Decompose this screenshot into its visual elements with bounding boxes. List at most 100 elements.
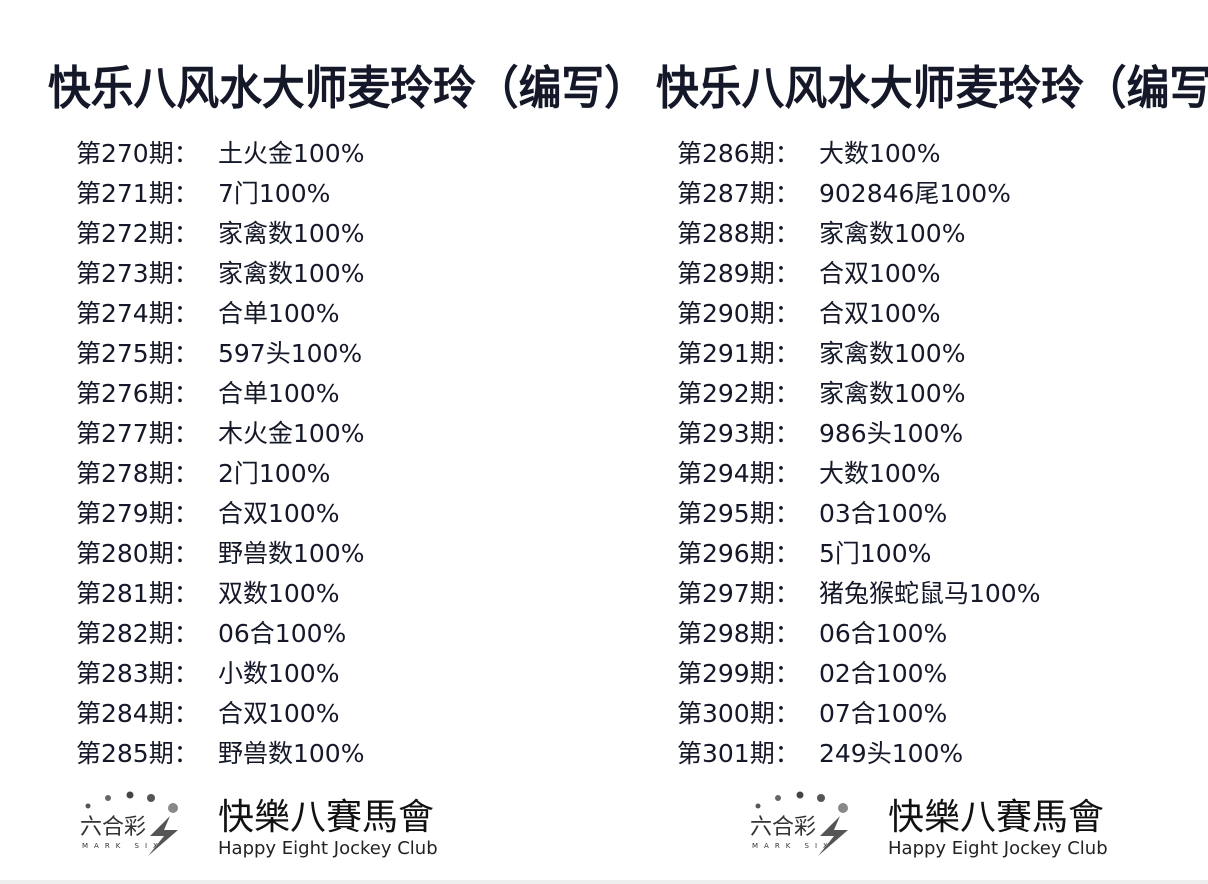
prediction-value: 小数100% xyxy=(218,659,340,688)
period-row: 第275期： 597头100% xyxy=(76,334,364,374)
prediction-value: 野兽数100% xyxy=(218,539,365,568)
prediction-value: 合双100% xyxy=(218,699,340,728)
period-label: 第273期： xyxy=(76,259,199,288)
period-label: 第278期： xyxy=(76,459,199,488)
period-row: 第299期： 02合100% xyxy=(677,654,1040,694)
period-row: 第273期： 家禽数100% xyxy=(76,254,364,294)
club-name-en: Happy Eight Jockey Club xyxy=(218,838,438,859)
period-row: 第277期： 木火金100% xyxy=(76,414,364,454)
right-column: 快乐八风水大师麦玲玲（编写） 第286期： 大数100% 第287期： 902846尾… xyxy=(604,0,1208,884)
club-logo: 六合彩 MARK SIX 快樂八賽馬會 Happy Eight Jockey C… xyxy=(748,788,1148,868)
period-row: 第279期： 合双100% xyxy=(76,494,364,534)
period-row: 第287期： 902846尾100% xyxy=(677,174,1040,214)
period-label: 第298期： xyxy=(677,619,800,648)
period-label: 第276期： xyxy=(76,379,199,408)
period-label: 第300期： xyxy=(677,699,800,728)
period-row: 第284期： 合双100% xyxy=(76,694,364,734)
prediction-value: 7门100% xyxy=(218,179,331,208)
period-row: 第292期： 家禽数100% xyxy=(677,374,1040,414)
period-label: 第272期： xyxy=(76,219,199,248)
period-row: 第271期： 7门100% xyxy=(76,174,364,214)
club-logo: 六合彩 MARK SIX 快樂八賽馬會 Happy Eight Jockey C… xyxy=(78,788,478,868)
period-row: 第281期： 双数100% xyxy=(76,574,364,614)
period-label: 第283期： xyxy=(76,659,199,688)
period-list: 第270期： 土火金100% 第271期： 7门100% 第272期： 家禽数100% 第2… xyxy=(76,134,364,774)
svg-text:MARK SIX: MARK SIX xyxy=(752,842,834,850)
prediction-value: 06合100% xyxy=(218,619,347,648)
club-name-en: Happy Eight Jockey Club xyxy=(888,838,1108,859)
period-row: 第290期： 合双100% xyxy=(677,294,1040,334)
club-name-zh: 快樂八賽馬會 xyxy=(888,797,1105,838)
period-label: 第282期： xyxy=(76,619,199,648)
prediction-value: 合双100% xyxy=(819,259,941,288)
period-label: 第294期： xyxy=(677,459,800,488)
period-label: 第292期： xyxy=(677,379,800,408)
period-label: 第295期： xyxy=(677,499,800,528)
period-row: 第301期： 249头100% xyxy=(677,734,1040,774)
period-row: 第270期： 土火金100% xyxy=(76,134,364,174)
period-row: 第298期： 06合100% xyxy=(677,614,1040,654)
period-label: 第285期： xyxy=(76,739,199,768)
prediction-value: 家禽数100% xyxy=(819,339,966,368)
mark-six-logo-icon: 六合彩 MARK SIX xyxy=(750,791,848,856)
period-label: 第301期： xyxy=(677,739,800,768)
club-name-zh: 快樂八賽馬會 xyxy=(218,797,435,838)
period-label: 第288期： xyxy=(677,219,800,248)
period-list: 第286期： 大数100% 第287期： 902846尾100% 第288期： 家禽数10… xyxy=(677,134,1040,774)
prediction-value: 986头100% xyxy=(819,419,964,448)
prediction-value: 木火金100% xyxy=(218,419,365,448)
period-row: 第297期： 猪兔猴蛇鼠马100% xyxy=(677,574,1040,614)
prediction-value: 家禽数100% xyxy=(819,219,966,248)
period-label: 第274期： xyxy=(76,299,199,328)
prediction-value: 249头100% xyxy=(819,739,964,768)
period-row: 第278期： 2门100% xyxy=(76,454,364,494)
prediction-value: 902846尾100% xyxy=(819,179,1011,208)
period-row: 第286期： 大数100% xyxy=(677,134,1040,174)
period-row: 第300期： 07合100% xyxy=(677,694,1040,734)
period-row: 第289期： 合双100% xyxy=(677,254,1040,294)
svg-text:六合彩: 六合彩 xyxy=(80,815,146,840)
column-title: 快乐八风水大师麦玲玲（编写） xyxy=(656,61,1208,115)
prediction-value: 合双100% xyxy=(218,499,340,528)
prediction-value: 03合100% xyxy=(819,499,948,528)
prediction-value: 02合100% xyxy=(819,659,948,688)
period-label: 第284期： xyxy=(76,699,199,728)
period-label: 第281期： xyxy=(76,579,199,608)
prediction-value: 2门100% xyxy=(218,459,331,488)
period-row: 第282期： 06合100% xyxy=(76,614,364,654)
prediction-value: 土火金100% xyxy=(218,139,365,168)
period-label: 第289期： xyxy=(677,259,800,288)
period-label: 第277期： xyxy=(76,419,199,448)
prediction-value: 合单100% xyxy=(218,299,340,328)
period-label: 第291期： xyxy=(677,339,800,368)
period-label: 第279期： xyxy=(76,499,199,528)
bottom-divider xyxy=(0,880,1208,884)
prediction-value: 双数100% xyxy=(218,579,340,608)
prediction-value: 大数100% xyxy=(819,459,941,488)
prediction-value: 合双100% xyxy=(819,299,941,328)
period-label: 第271期： xyxy=(76,179,199,208)
period-label: 第297期： xyxy=(677,579,800,608)
period-label: 第299期： xyxy=(677,659,800,688)
prediction-value: 597头100% xyxy=(218,339,363,368)
prediction-value: 家禽数100% xyxy=(819,379,966,408)
left-column: 快乐八风水大师麦玲玲（编写） 第270期： 土火金100% 第271期： 7门100%… xyxy=(0,0,647,884)
period-label: 第270期： xyxy=(76,139,199,168)
period-label: 第286期： xyxy=(677,139,800,168)
period-row: 第283期： 小数100% xyxy=(76,654,364,694)
period-row: 第296期： 5门100% xyxy=(677,534,1040,574)
period-row: 第294期： 大数100% xyxy=(677,454,1040,494)
period-row: 第295期： 03合100% xyxy=(677,494,1040,534)
mark-six-logo-icon: 六合彩 MARK SIX xyxy=(80,791,178,856)
prediction-value: 大数100% xyxy=(819,139,941,168)
period-row: 第272期： 家禽数100% xyxy=(76,214,364,254)
period-row: 第285期： 野兽数100% xyxy=(76,734,364,774)
prediction-value: 合单100% xyxy=(218,379,340,408)
period-label: 第280期： xyxy=(76,539,199,568)
svg-text:MARK SIX: MARK SIX xyxy=(82,842,164,850)
prediction-value: 猪兔猴蛇鼠马100% xyxy=(819,579,1041,608)
prediction-value: 野兽数100% xyxy=(218,739,365,768)
period-row: 第288期： 家禽数100% xyxy=(677,214,1040,254)
prediction-value: 5门100% xyxy=(819,539,932,568)
period-row: 第276期： 合单100% xyxy=(76,374,364,414)
